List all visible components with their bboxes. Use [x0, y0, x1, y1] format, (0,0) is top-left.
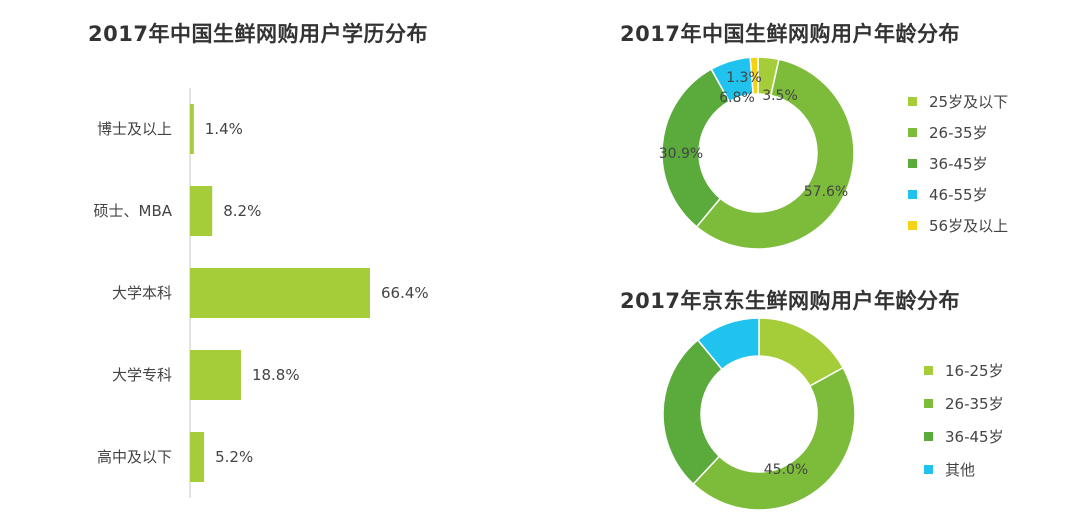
legend-item: 46-55岁 [908, 179, 1008, 210]
bar-4 [190, 432, 205, 482]
legend-label: 其他 [945, 461, 976, 479]
slice-1 [695, 58, 855, 250]
legend-swatch [924, 432, 933, 441]
legend-label: 26-35岁 [929, 124, 988, 142]
jd-age-legend: 16-25岁 26-35岁 36-45岁 其他 [924, 354, 1004, 486]
value-label: 8.2% [223, 202, 261, 220]
value-label: 1.4% [205, 120, 243, 138]
legend-item: 26-35岁 [908, 117, 1008, 148]
legend-swatch [908, 159, 917, 168]
legend-item: 36-45岁 [924, 420, 1004, 453]
category-label: 大学本科 [112, 284, 172, 302]
legend-swatch [908, 97, 917, 106]
legend-item: 56岁及以上 [908, 210, 1008, 241]
legend-item: 25岁及以下 [908, 86, 1008, 117]
category-label: 博士及以上 [97, 120, 172, 138]
legend-label: 56岁及以上 [929, 217, 1009, 235]
bar-2 [190, 268, 370, 318]
legend-swatch [908, 190, 917, 199]
category-label: 硕士、MBA [94, 202, 173, 220]
legend-label: 16-25岁 [945, 362, 1004, 380]
slice-value-label: 6.8% [719, 90, 755, 106]
slice-1 [692, 366, 856, 511]
slice-4 [749, 56, 759, 96]
legend-item: 16-25岁 [924, 354, 1004, 387]
value-label: 18.8% [252, 366, 300, 384]
legend-label: 36-45岁 [945, 428, 1004, 446]
legend-label: 36-45岁 [929, 155, 988, 173]
value-label: 66.4% [381, 284, 429, 302]
value-label: 5.2% [215, 448, 253, 466]
category-label: 大学专科 [112, 366, 172, 384]
legend-item: 36-45岁 [908, 148, 1008, 179]
bar-1 [190, 186, 213, 236]
legend-swatch [924, 465, 933, 474]
slice-value-label: 3.5% [762, 88, 798, 104]
legend-item: 其他 [924, 453, 1004, 486]
slice-value-label: 1.3% [726, 70, 762, 86]
slice-value-label: 45.0% [764, 462, 808, 478]
slice-value-label: 57.6% [804, 184, 848, 200]
slice-value-label: 30.9% [659, 146, 703, 162]
bar-3 [190, 350, 241, 400]
legend-label: 46-55岁 [929, 186, 988, 204]
slice-2 [662, 338, 724, 486]
slice-2 [661, 68, 731, 228]
slice-3 [696, 317, 760, 371]
bar-0 [190, 104, 194, 154]
china-age-legend: 25岁及以下 26-35岁 36-45岁 46-55岁 56岁及以上 [908, 86, 1008, 241]
legend-swatch [924, 399, 933, 408]
legend-swatch [908, 128, 917, 137]
education-chart-title: 2017年中国生鲜网购用户学历分布 [88, 22, 428, 46]
legend-item: 26-35岁 [924, 387, 1004, 420]
legend-swatch [924, 366, 933, 375]
jd-age-chart-title: 2017年京东生鲜网购用户年龄分布 [620, 289, 960, 313]
category-label: 高中及以下 [97, 448, 172, 466]
legend-swatch [908, 221, 917, 230]
legend-label: 26-35岁 [945, 395, 1004, 413]
legend-label: 25岁及以下 [929, 93, 1009, 111]
china-age-chart-title: 2017年中国生鲜网购用户年龄分布 [620, 22, 960, 46]
